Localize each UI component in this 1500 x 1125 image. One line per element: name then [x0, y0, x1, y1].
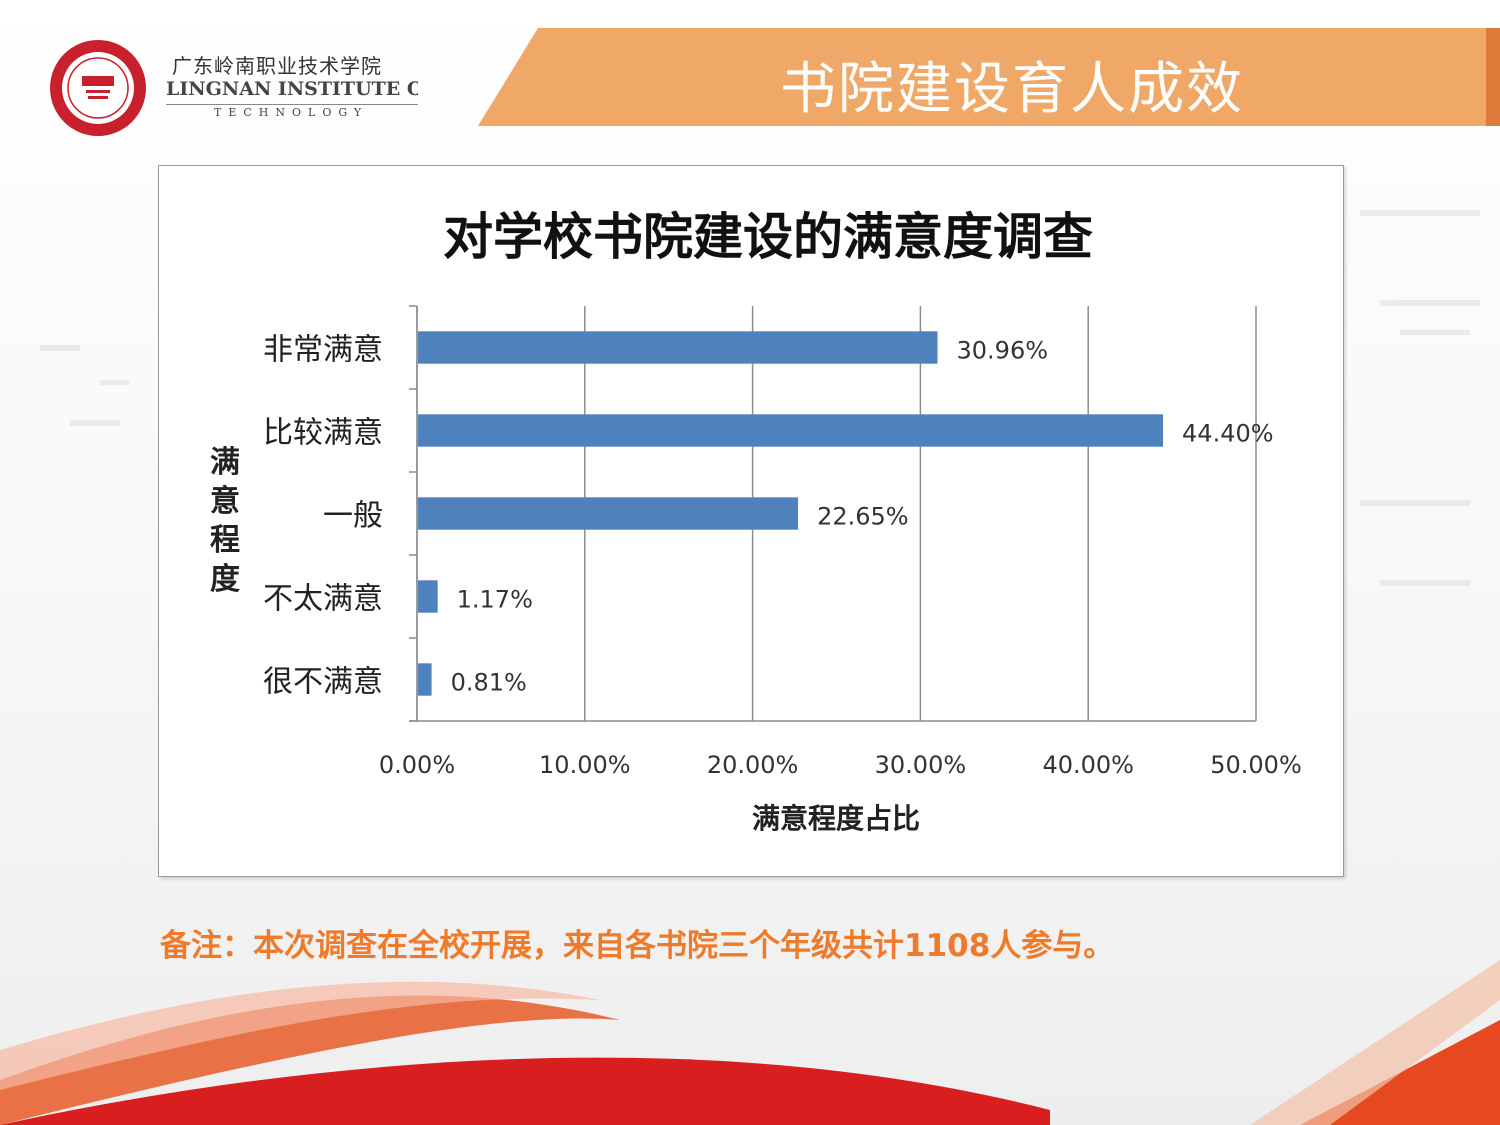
bar [418, 663, 432, 696]
value-label: 44.40% [1182, 420, 1274, 448]
x-tick-label: 50.00% [1210, 751, 1302, 779]
y-axis-label-char: 满 [210, 445, 240, 480]
footer-swoosh-decoration [0, 960, 1500, 1125]
x-axis-label: 满意程度占比 [752, 802, 920, 835]
college-name-cn: 广东岭南职业技术学院 [172, 54, 382, 78]
college-name-en: LINGNAN INSTITUTE OF [166, 78, 418, 100]
x-tick-label: 0.00% [379, 751, 455, 779]
bar [418, 414, 1164, 447]
y-axis-label-char: 程 [210, 523, 240, 558]
value-label: 22.65% [817, 503, 909, 531]
logo-divider [166, 104, 418, 105]
category-label: 比较满意 [263, 416, 383, 451]
category-label: 很不满意 [263, 665, 383, 700]
y-axis-label-char: 意 [210, 484, 240, 519]
college-name-en-2: TECHNOLOGY [214, 106, 369, 119]
value-label: 0.81% [451, 669, 527, 697]
bar [418, 331, 938, 364]
category-label: 一般 [323, 499, 383, 534]
y-axis-label-char: 度 [210, 562, 240, 597]
x-tick-label: 20.00% [707, 751, 799, 779]
category-label: 非常满意 [263, 333, 383, 368]
value-label: 1.17% [457, 586, 533, 614]
value-label: 30.96% [957, 337, 1049, 365]
college-seal-logo [50, 40, 146, 136]
category-label: 不太满意 [263, 582, 383, 617]
header-banner [478, 28, 1500, 126]
bar [418, 580, 438, 613]
x-tick-label: 30.00% [875, 751, 967, 779]
bar [418, 497, 799, 530]
x-tick-label: 40.00% [1042, 751, 1134, 779]
chart-container: 对学校书院建设的满意度调查 非常满意比较满意一般不太满意很不满意 30.96% 4… [158, 165, 1344, 877]
page-title: 书院建设育人成效 [780, 57, 1244, 122]
chart-title: 对学校书院建设的满意度调查 [443, 208, 1093, 266]
x-tick-label: 10.00% [539, 751, 631, 779]
y-axis-label: 满意程度 [210, 445, 240, 597]
footnote: 备注：本次调查在全校开展，来自各书院三个年级共计1108人参与。 [160, 928, 1115, 964]
